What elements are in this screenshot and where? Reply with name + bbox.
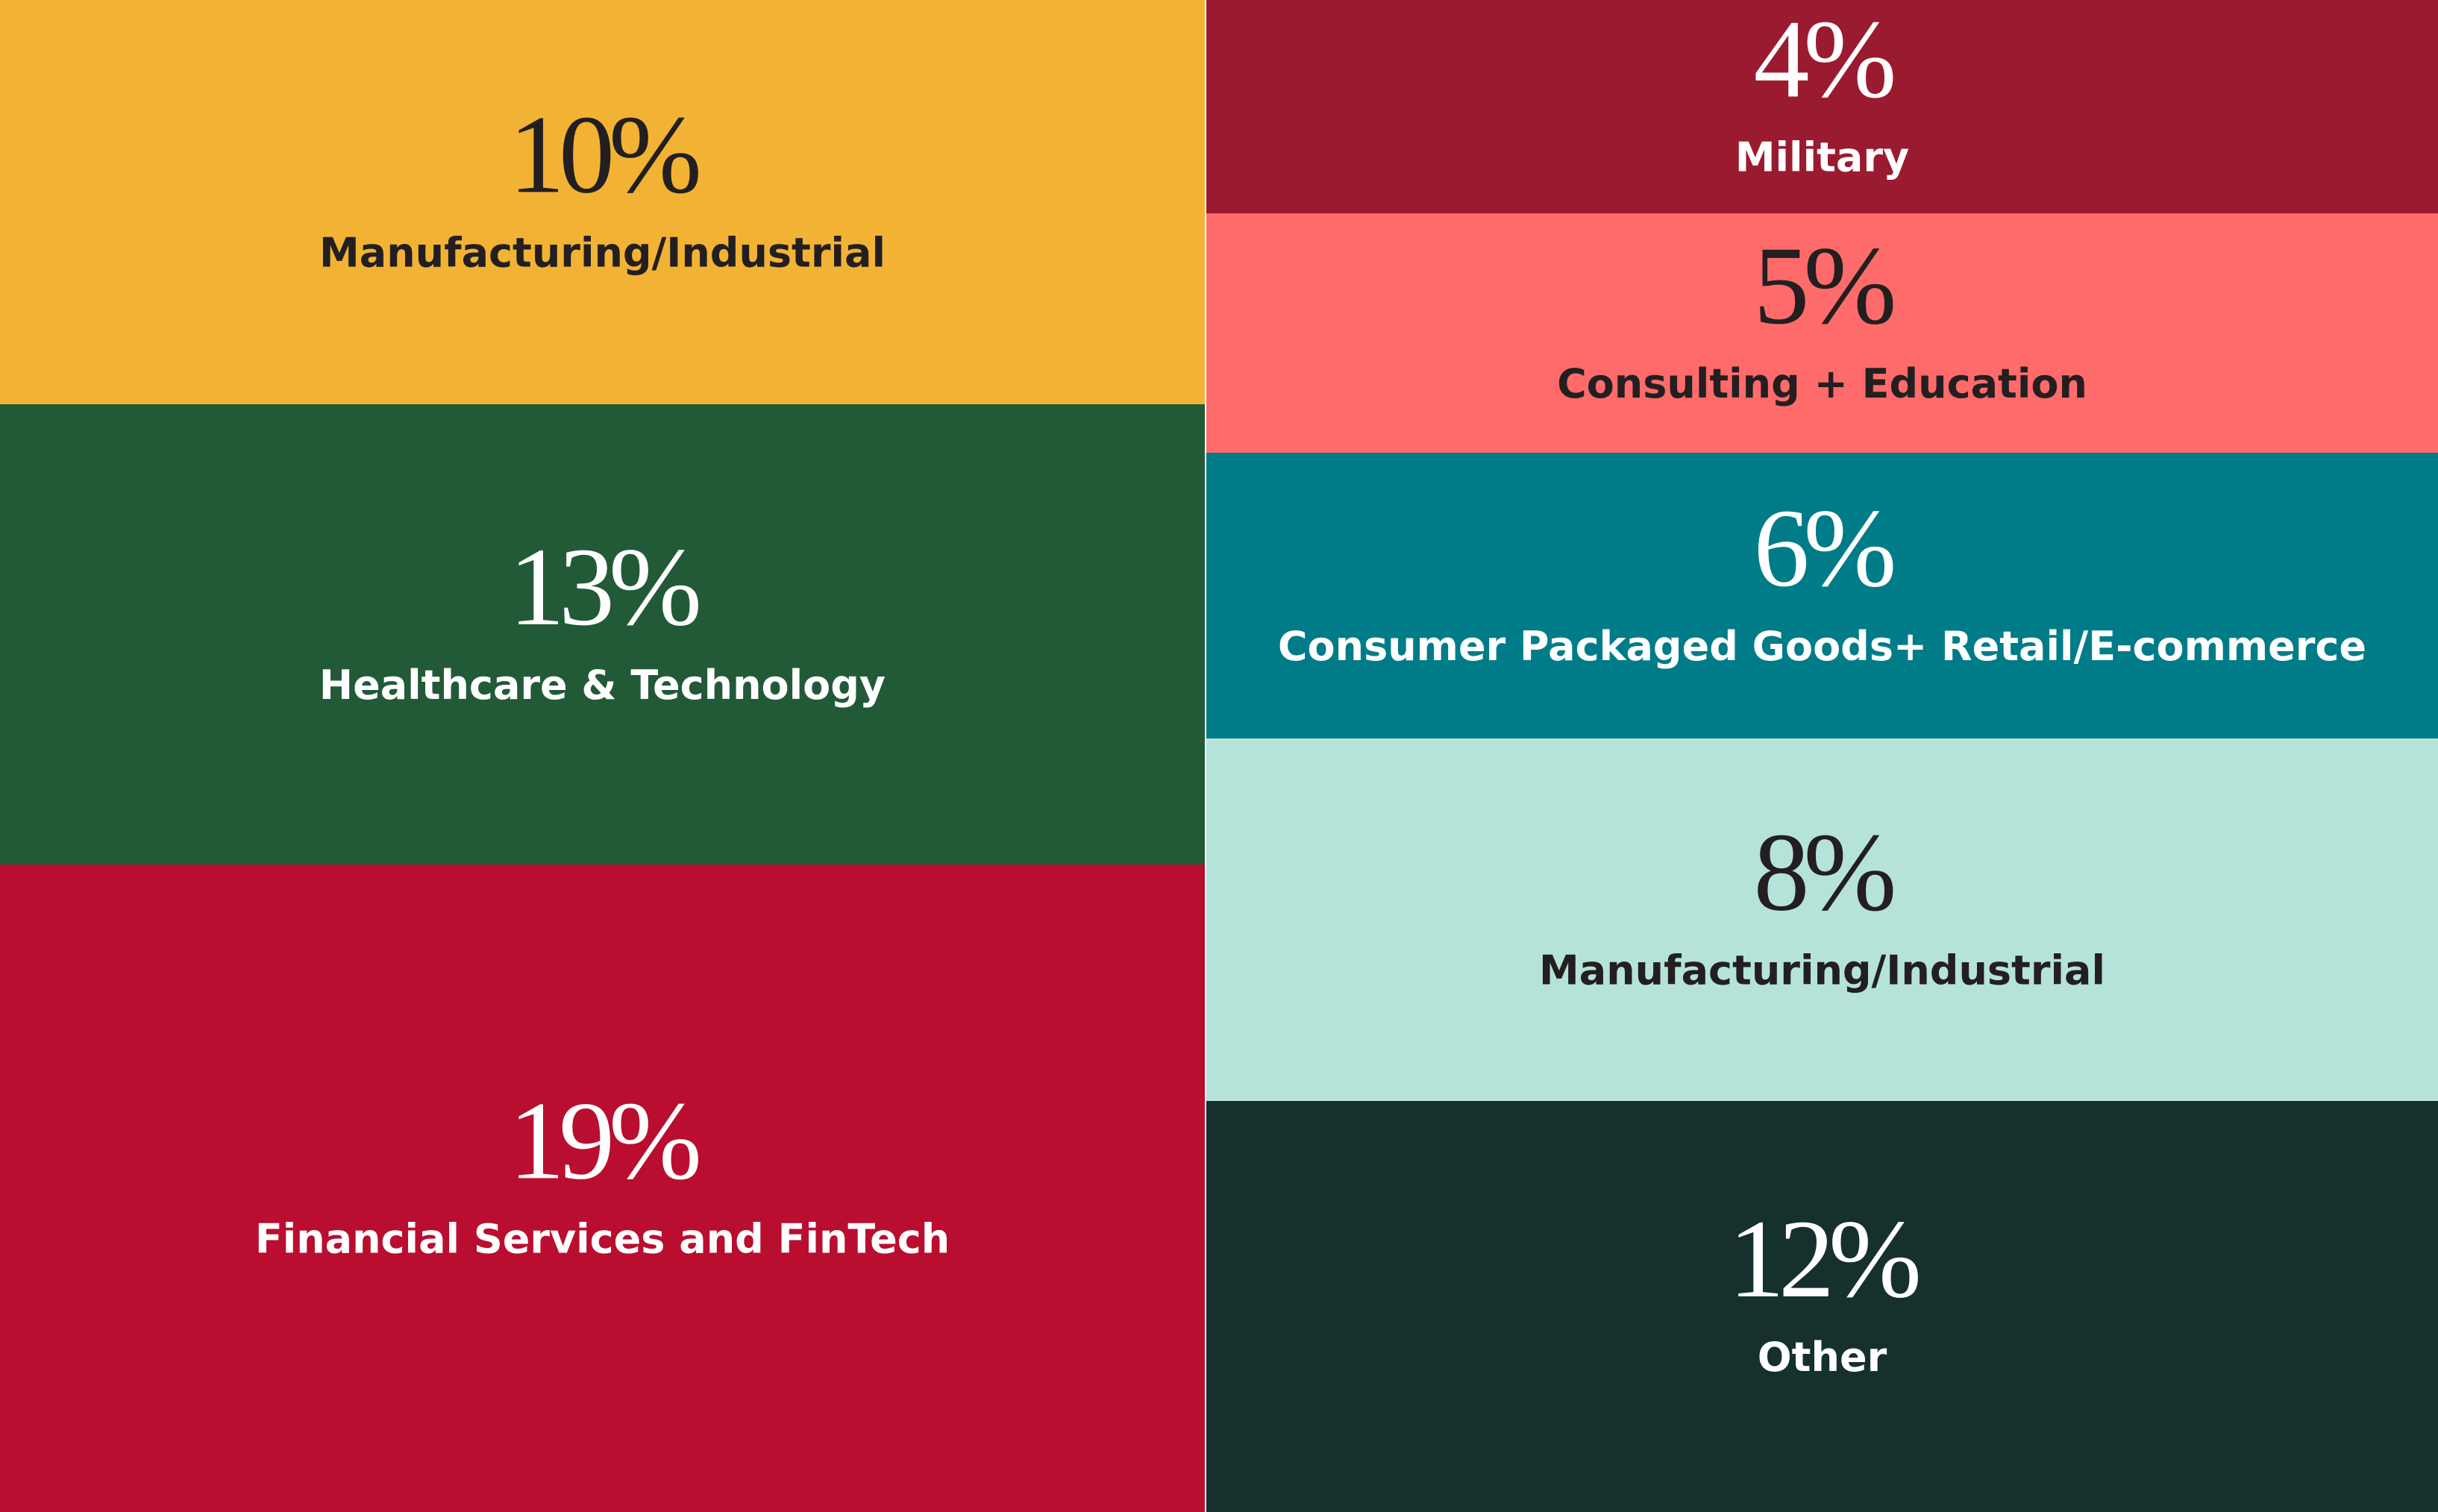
- value-label: 6%: [1754, 486, 1893, 610]
- tile: [0, 865, 1205, 1512]
- tile: [0, 404, 1205, 865]
- value-label: 12%: [1729, 1197, 1918, 1321]
- tile: [1206, 738, 2438, 1101]
- category-label: Other: [1758, 1334, 1887, 1381]
- category-label: Consumer Packaged Goods+ Retail/E-commer…: [1278, 623, 2366, 670]
- category-label: Financial Services and FinTech: [255, 1216, 950, 1263]
- tile: [0, 0, 1205, 404]
- tile: [1206, 453, 2438, 738]
- value-label: 19%: [509, 1079, 698, 1202]
- value-label: 4%: [1754, 0, 1893, 121]
- category-label: Military: [1735, 134, 1909, 181]
- category-label: Manufacturing/Industrial: [319, 230, 886, 277]
- tile: [1206, 1101, 2438, 1512]
- value-label: 13%: [509, 525, 698, 649]
- value-label: 8%: [1754, 810, 1893, 934]
- tile: [1206, 0, 2438, 213]
- value-label: 10%: [509, 92, 698, 216]
- category-label: Manufacturing/Industrial: [1539, 947, 2105, 994]
- tile: [1206, 213, 2438, 453]
- category-label: Consulting + Education: [1557, 360, 2087, 407]
- category-label: Healthcare & Technology: [319, 662, 886, 709]
- value-label: 5%: [1754, 224, 1893, 348]
